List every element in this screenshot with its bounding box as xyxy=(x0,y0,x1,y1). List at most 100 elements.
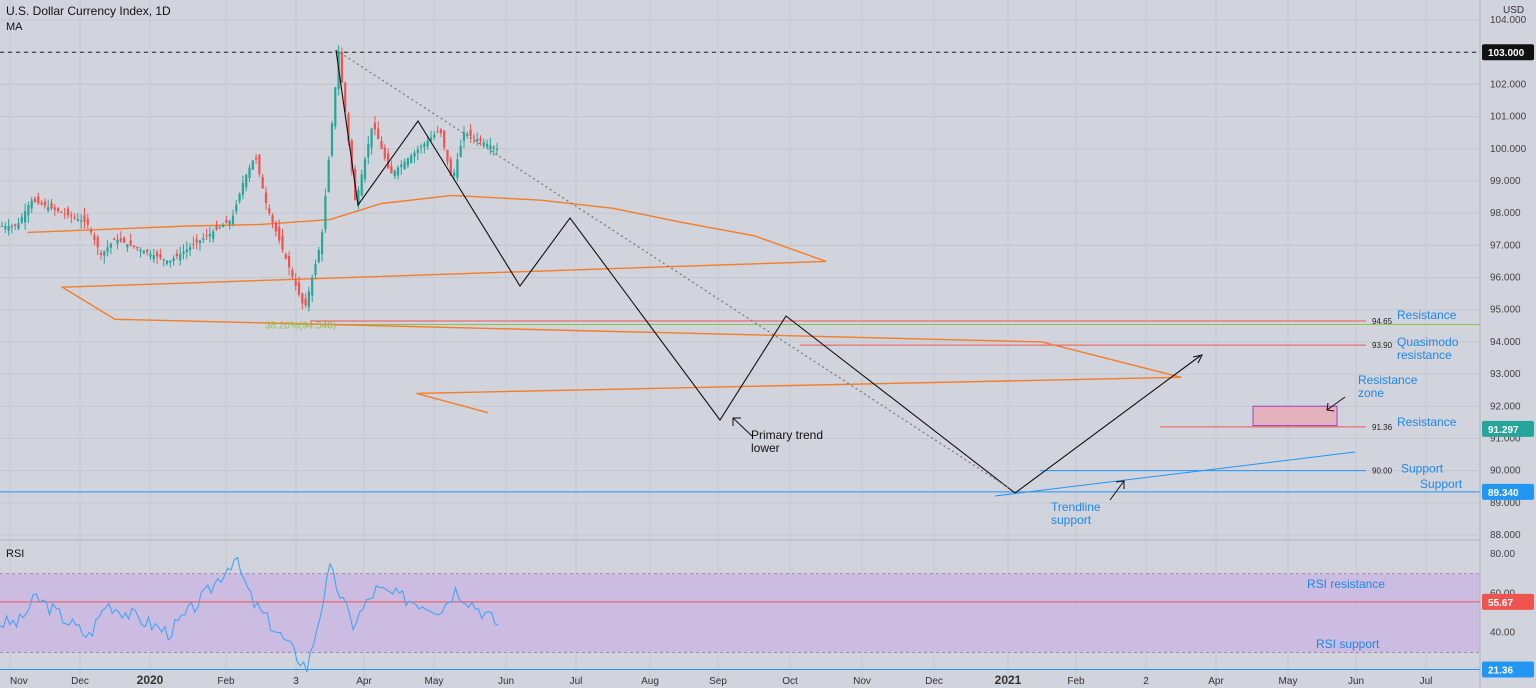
candle-body xyxy=(37,196,40,204)
quasimodo-label: Quasimodo resistance xyxy=(1397,335,1459,362)
candle-body xyxy=(271,215,274,223)
rsi-tag-resistance: 55.67 xyxy=(1488,598,1513,609)
candle-body xyxy=(238,193,241,202)
candle-body xyxy=(245,174,248,188)
candle-body xyxy=(489,145,492,150)
candle-body xyxy=(436,131,439,133)
candle-body xyxy=(311,277,314,296)
candle-body xyxy=(317,250,320,263)
candle-body xyxy=(103,251,106,256)
candle-body xyxy=(40,202,43,205)
time-axis-tick: Jun xyxy=(1348,676,1364,687)
support-label-2: Support xyxy=(1420,477,1463,491)
candle-body xyxy=(330,123,334,156)
candle-body xyxy=(53,207,56,210)
resistance-zone-label-line1: Resistance xyxy=(1358,373,1418,387)
candle-body xyxy=(288,256,291,268)
candle-body xyxy=(202,238,205,240)
candle-body xyxy=(27,205,30,216)
resistance-zone-label-line2: zone xyxy=(1358,386,1384,400)
trendline-support xyxy=(994,451,1356,497)
candle-body xyxy=(294,280,297,286)
level-value-label: 90.00 xyxy=(1372,467,1393,476)
arrow-head xyxy=(1115,480,1125,489)
candle-body xyxy=(291,270,294,277)
candle-body xyxy=(43,201,46,206)
candle-body xyxy=(215,226,218,230)
candle-body xyxy=(90,229,93,233)
candle-body xyxy=(70,215,73,217)
axes: 104.000 103.000 102.000 101.000 100.000 99.00… xyxy=(10,0,1536,688)
candle-body xyxy=(420,146,423,148)
level-value-label: 91.36 xyxy=(1372,423,1393,432)
candle-body xyxy=(334,87,337,127)
trendline-support-label: Trendline support xyxy=(1051,500,1101,527)
price-axis-tick: 96.000 xyxy=(1490,273,1521,284)
price-tag-high: 103.000 xyxy=(1488,48,1525,59)
rsi-axis-tick: 60.00 xyxy=(1490,588,1515,599)
candle-body xyxy=(255,157,258,160)
candle-body xyxy=(429,137,433,142)
candle-body xyxy=(192,243,195,245)
price-axis-tick: 92.000 xyxy=(1490,401,1521,412)
price-axis-tick: 88.000 xyxy=(1490,530,1521,541)
candle-body xyxy=(4,226,7,229)
price-axis-tick: 89.000 xyxy=(1490,498,1521,509)
candle-body xyxy=(123,237,126,243)
time-axis-tick: Jun xyxy=(498,676,514,687)
candle-body xyxy=(373,122,376,130)
candle-body xyxy=(377,128,380,140)
candle-body xyxy=(218,227,221,229)
time-axis-tick: Oct xyxy=(782,676,798,687)
time-axis-tick: 2021 xyxy=(995,673,1022,687)
candle-body xyxy=(76,219,79,221)
price-tag-last-background xyxy=(1482,420,1534,437)
price-axis-tick: 99.000 xyxy=(1490,176,1521,187)
candles xyxy=(0,45,499,312)
level-value-label: 94.65 xyxy=(1372,317,1393,326)
candle-body xyxy=(410,155,413,163)
candle-body xyxy=(116,239,119,244)
resistance-zone-box xyxy=(1252,405,1338,427)
price-axis-tick: 101.000 xyxy=(1490,112,1527,123)
candle-body xyxy=(17,223,20,229)
rsi-axis-tick: 80.00 xyxy=(1490,549,1515,560)
candle-body xyxy=(149,253,152,257)
support-label: Support xyxy=(1401,462,1444,476)
candle-body xyxy=(406,158,409,166)
time-axis-tick: May xyxy=(1279,676,1298,687)
candle-body xyxy=(136,246,139,249)
candle-body xyxy=(162,259,165,261)
candle-body xyxy=(324,196,327,230)
price-axis-tick: 90.000 xyxy=(1490,466,1521,477)
candle-body xyxy=(344,82,347,112)
candle-body xyxy=(278,227,281,241)
indicator-label: MA xyxy=(6,21,23,33)
primary-trend-label: Primary trend lower xyxy=(751,428,823,455)
candle-body xyxy=(129,240,132,246)
time-axis-tick: 3 xyxy=(293,676,299,687)
candle-body xyxy=(363,159,367,180)
rsi-pane-title: RSI xyxy=(6,548,24,560)
rsi-support-label: RSI support xyxy=(1316,637,1380,651)
rsi-tag-resistance-background xyxy=(1482,593,1534,610)
moving-average xyxy=(27,194,1182,414)
candle-body xyxy=(119,238,122,242)
arrow-resistance-zone xyxy=(1326,396,1346,411)
candle-body xyxy=(24,211,27,223)
candle-body xyxy=(30,200,33,209)
candle-body xyxy=(357,189,360,206)
candle-body xyxy=(439,129,442,134)
candle-body xyxy=(189,247,192,251)
quasimodo-label-line1: Quasimodo xyxy=(1397,335,1459,349)
candle-body xyxy=(106,247,109,252)
candle-body xyxy=(159,253,162,258)
text-labels: U.S. Dollar Currency Index, 1D MA USD RSI 38… xyxy=(6,4,1524,651)
time-axis-tick: Feb xyxy=(217,676,235,687)
candle-body xyxy=(248,167,251,178)
candle-body xyxy=(264,192,268,204)
candle-body xyxy=(139,249,142,252)
price-axis-tick: 97.000 xyxy=(1490,240,1521,251)
rsi-tag-support-background xyxy=(1482,661,1534,678)
